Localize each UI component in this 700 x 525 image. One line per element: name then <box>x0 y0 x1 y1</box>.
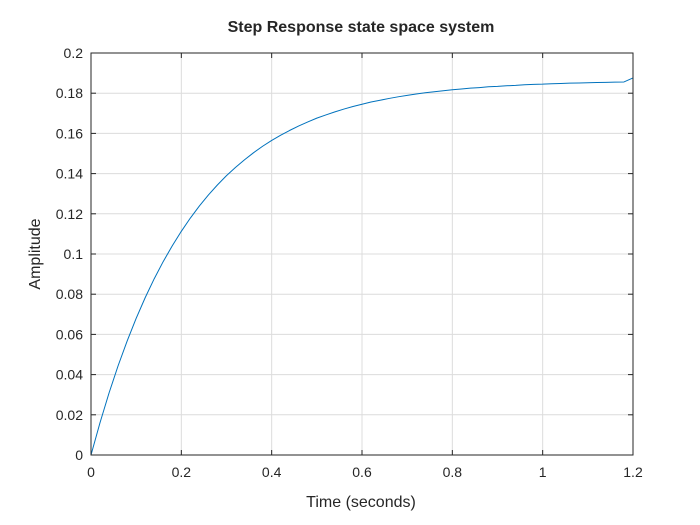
y-tick-label: 0.06 <box>56 326 83 342</box>
x-tick-label: 0 <box>87 464 95 480</box>
series-layer <box>90 77 634 456</box>
y-tick-label: 0.04 <box>56 367 83 383</box>
step-response-line <box>90 77 634 456</box>
tick-marks <box>90 52 634 456</box>
chart-title: Step Response state space system <box>228 19 495 36</box>
x-tick-label: 0.2 <box>172 464 192 480</box>
y-tick-label: 0.12 <box>56 206 83 222</box>
y-axis-label: Amplitude <box>27 218 44 289</box>
x-tick-label: 1.2 <box>623 464 643 480</box>
x-axis-label: Time (seconds) <box>306 494 416 511</box>
x-tick-label: 1 <box>539 464 547 480</box>
grid-lines <box>91 53 633 455</box>
y-tick-label: 0.1 <box>64 246 84 262</box>
y-tick-labels: 0 0.02 0.04 0.06 0.08 0.1 0.12 0.14 0.16 0.18 0.2 <box>56 45 83 463</box>
y-tick-label: 0 <box>75 447 83 463</box>
y-tick-label: 0.02 <box>56 407 83 423</box>
y-tick-label: 0.18 <box>56 85 83 101</box>
x-tick-label: 0.8 <box>443 464 463 480</box>
x-tick-labels: 0 0.2 0.4 0.6 0.8 1 1.2 <box>87 464 643 480</box>
x-tick-label: 0.4 <box>262 464 282 480</box>
y-tick-label: 0.16 <box>56 125 83 141</box>
y-tick-label: 0.08 <box>56 286 83 302</box>
y-tick-label: 0.2 <box>64 45 84 61</box>
x-tick-label: 0.6 <box>352 464 372 480</box>
y-tick-label: 0.14 <box>56 166 83 182</box>
